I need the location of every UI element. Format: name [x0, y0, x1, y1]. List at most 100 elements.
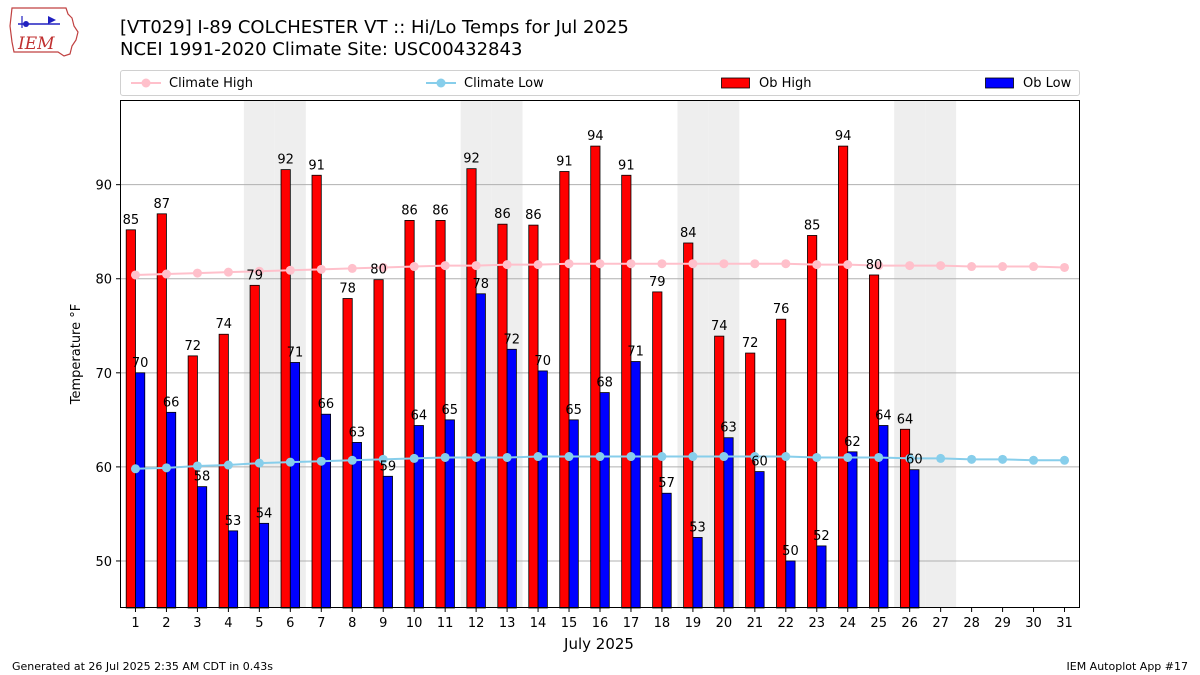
x-tick-label-5: 5 [255, 616, 263, 631]
label-ob-high-day-4: 74 [215, 317, 232, 332]
label-ob-low-day-17: 71 [627, 345, 644, 360]
point-climate-high-day-4 [223, 267, 233, 277]
bar-ob-high-day-8 [342, 298, 353, 609]
bar-ob-low-day-13 [506, 348, 517, 609]
point-climate-high-day-23 [812, 260, 822, 270]
point-climate-high-day-7 [316, 264, 326, 274]
label-ob-low-day-13: 72 [503, 332, 520, 347]
point-climate-high-day-16 [595, 259, 605, 269]
point-climate-low-day-2 [161, 463, 171, 473]
bar-ob-high-day-14 [528, 224, 539, 609]
bar-ob-high-day-5 [249, 284, 260, 609]
x-tick-label-29: 29 [994, 616, 1011, 631]
point-climate-low-day-7 [316, 456, 326, 466]
bar-ob-low-day-24 [847, 451, 858, 609]
point-climate-high-day-13 [502, 260, 512, 270]
point-climate-low-day-23 [812, 452, 822, 462]
label-ob-high-day-19: 84 [680, 226, 697, 241]
bar-ob-low-day-12 [475, 293, 486, 609]
point-climate-high-day-20 [719, 259, 729, 269]
label-ob-low-day-19: 53 [689, 520, 706, 535]
chart-subtitle: NCEI 1991-2020 Climate Site: USC00432843 [120, 39, 523, 60]
point-climate-low-day-18 [657, 452, 667, 462]
legend-swatch-ob-low [985, 77, 1014, 89]
point-climate-high-day-3 [192, 268, 202, 278]
x-tick-label-3: 3 [193, 616, 201, 631]
y-tick-label-50: 50 [95, 555, 112, 570]
point-climate-low-day-10 [409, 453, 419, 463]
bar-ob-low-day-1 [135, 372, 146, 609]
x-tick-label-8: 8 [348, 616, 356, 631]
point-climate-low-day-26 [905, 453, 915, 463]
label-ob-high-day-2: 87 [154, 197, 171, 212]
point-climate-high-day-11 [440, 261, 450, 271]
label-ob-high-day-22: 76 [773, 302, 790, 317]
bar-ob-low-day-10 [413, 425, 424, 609]
point-climate-high-day-30 [1029, 262, 1039, 272]
point-climate-high-day-15 [564, 259, 574, 269]
label-ob-low-day-4: 53 [225, 514, 242, 529]
bar-ob-high-day-4 [218, 333, 229, 609]
point-climate-low-day-3 [192, 461, 202, 471]
point-climate-low-day-15 [564, 452, 574, 462]
bar-ob-low-day-8 [351, 442, 362, 609]
point-climate-low-day-4 [223, 460, 233, 470]
label-ob-high-day-17: 91 [618, 158, 635, 173]
chart-title: [VT029] I-89 COLCHESTER VT :: Hi/Lo Temp… [120, 17, 629, 38]
label-ob-low-day-3: 58 [194, 470, 211, 485]
iem-logo: IEM [9, 7, 79, 57]
point-climate-low-day-14 [533, 452, 543, 462]
legend-label-ob-low: Ob Low [1023, 75, 1072, 91]
label-ob-high-day-8: 78 [339, 281, 356, 296]
footer-generated: Generated at 26 Jul 2025 2:35 AM CDT in … [12, 660, 273, 673]
point-climate-high-day-2 [161, 269, 171, 279]
bar-ob-high-day-17 [621, 174, 632, 609]
label-ob-high-day-16: 94 [587, 129, 604, 144]
bar-ob-low-day-25 [878, 425, 889, 609]
x-tick-label-25: 25 [870, 616, 887, 631]
x-tick-label-30: 30 [1025, 616, 1042, 631]
point-climate-low-day-29 [998, 454, 1008, 464]
x-tick-label-14: 14 [530, 616, 547, 631]
label-ob-low-day-18: 57 [658, 476, 675, 491]
x-tick-label-23: 23 [809, 616, 826, 631]
bar-ob-low-day-7 [320, 413, 331, 609]
label-ob-low-day-1: 70 [132, 356, 149, 371]
bar-ob-high-day-1 [125, 229, 136, 609]
x-tick-label-4: 4 [224, 616, 232, 631]
climate-lines [130, 259, 1070, 474]
bar-ob-high-day-20 [714, 335, 725, 609]
legend-swatch-climate-low [426, 78, 456, 88]
label-ob-low-day-20: 63 [720, 421, 737, 436]
point-climate-low-day-24 [843, 452, 853, 462]
point-climate-high-day-5 [254, 266, 264, 276]
point-climate-high-day-24 [843, 260, 853, 270]
x-tick-label-2: 2 [162, 616, 170, 631]
bar-ob-high-day-24 [838, 145, 849, 609]
label-ob-low-day-6: 71 [287, 345, 304, 360]
label-ob-low-day-12: 78 [473, 277, 490, 292]
label-ob-high-day-21: 72 [742, 336, 759, 351]
label-ob-low-day-14: 70 [534, 354, 551, 369]
point-climate-low-day-25 [874, 452, 884, 462]
label-ob-high-day-6: 92 [277, 153, 294, 168]
label-ob-high-day-25: 80 [866, 258, 883, 273]
y-tick-label-70: 70 [95, 367, 112, 382]
bar-labels: 85 87 72 74 79 92 91 78 80 86 86 92 86 86 91 94 91 79 84 74… [123, 129, 923, 559]
point-climate-high-day-12 [471, 261, 481, 271]
y-tick-label-80: 80 [95, 273, 112, 288]
label-ob-low-day-2: 66 [163, 395, 180, 410]
point-climate-high-day-19 [688, 259, 698, 269]
label-ob-high-day-3: 72 [185, 339, 202, 354]
x-tick-label-21: 21 [747, 616, 764, 631]
point-climate-high-day-28 [967, 262, 977, 272]
bar-ob-low-day-20 [723, 437, 734, 609]
x-tick-label-20: 20 [716, 616, 733, 631]
point-climate-low-day-20 [719, 452, 729, 462]
point-climate-low-day-22 [781, 452, 791, 462]
x-tick-label-19: 19 [685, 616, 702, 631]
bar-ob-high-day-6 [280, 169, 291, 609]
point-climate-low-day-11 [440, 452, 450, 462]
bar-ob-high-day-19 [683, 242, 694, 609]
label-ob-low-day-9: 59 [380, 459, 397, 474]
